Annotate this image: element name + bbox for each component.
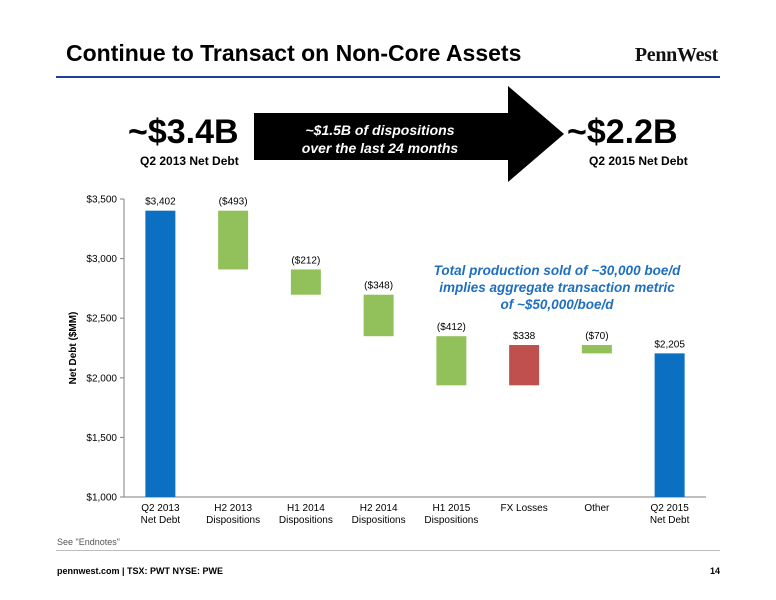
data-label: $3,402	[145, 197, 176, 208]
arrow-callout-line1: ~$1.5B of dispositions	[305, 122, 455, 138]
data-label: ($493)	[219, 197, 248, 208]
pennwest-logo: PennWest	[634, 44, 718, 66]
x-tick-label: Q2 2013	[141, 503, 180, 514]
bar-h1-2014	[290, 269, 321, 295]
x-tick-label: Dispositions	[279, 515, 333, 526]
data-label: $2,205	[654, 339, 685, 350]
arrow-callout: ~$1.5B of dispositions over the last 24 …	[265, 121, 495, 157]
x-tick-label: Dispositions	[424, 515, 478, 526]
end-net-debt-label: Q2 2015 Net Debt	[589, 154, 688, 168]
y-axis-title: Net Debt ($MM)	[68, 312, 79, 385]
data-label: ($412)	[437, 322, 466, 333]
x-tick-label: Dispositions	[206, 515, 260, 526]
bar-h2-2014	[363, 294, 394, 337]
footer-text: pennwest.com | TSX: PWT NYSE: PWE	[57, 566, 224, 576]
endnotes-reference: See "Endnotes"	[57, 537, 120, 547]
annotation-line3: of ~$50,000/boe/d	[500, 297, 614, 312]
start-net-debt-value: ~$3.4B	[128, 113, 239, 151]
bar-other	[581, 345, 612, 354]
progress-arrow-shape	[254, 86, 564, 182]
y-tick-label: $1,500	[86, 433, 117, 444]
arrow-callout-line2: over the last 24 months	[301, 140, 459, 156]
bar-h2-2013	[218, 210, 249, 270]
bar-h1-2015	[436, 336, 467, 386]
annotation-line1: Total production sold of ~30,000 boe/d	[433, 263, 681, 278]
production-sold-annotation: Total production sold of ~30,000 boe/d i…	[418, 262, 696, 313]
x-tick-label: H2 2014	[360, 503, 398, 514]
y-tick-label: $1,000	[86, 493, 117, 504]
data-label: ($212)	[291, 255, 320, 266]
x-tick-label: Other	[584, 503, 610, 514]
x-tick-label: Dispositions	[352, 515, 406, 526]
x-tick-label: Net Debt	[141, 515, 181, 526]
data-label: ($348)	[364, 281, 393, 292]
bar-q2-2013	[145, 210, 176, 498]
end-net-debt-value: ~$2.2B	[567, 113, 678, 151]
x-tick-label: H1 2014	[287, 503, 325, 514]
title-divider	[56, 76, 720, 78]
bar-fx-losses	[509, 345, 540, 386]
y-tick-label: $2,000	[86, 373, 117, 384]
footer-divider	[56, 550, 720, 551]
data-label: $338	[513, 331, 536, 342]
x-tick-label: FX Losses	[501, 503, 548, 514]
x-tick-label: H2 2013	[214, 503, 252, 514]
page-number: 14	[709, 566, 720, 576]
data-label: ($70)	[585, 331, 608, 342]
y-tick-label: $2,500	[86, 314, 117, 325]
page-title: Continue to Transact on Non-Core Assets	[66, 40, 522, 66]
y-tick-label: $3,000	[86, 254, 117, 265]
y-tick-label: $3,500	[86, 195, 117, 206]
start-net-debt-label: Q2 2013 Net Debt	[140, 154, 239, 168]
bar-q2-2015	[654, 353, 685, 497]
x-tick-label: H1 2015	[432, 503, 470, 514]
x-tick-label: Net Debt	[650, 515, 690, 526]
annotation-line2: implies aggregate transaction metric	[439, 280, 675, 295]
x-tick-label: Q2 2015	[650, 503, 689, 514]
